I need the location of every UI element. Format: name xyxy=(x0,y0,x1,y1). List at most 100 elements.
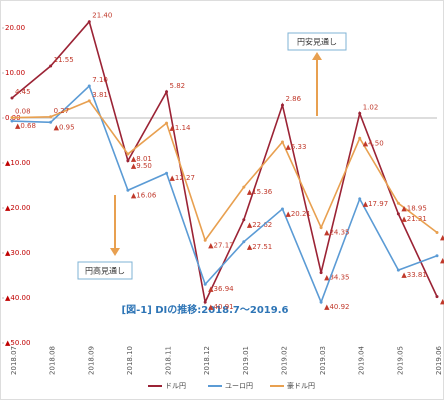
value-label: ▲18.95 xyxy=(401,204,426,212)
point xyxy=(358,136,362,140)
x-tick-label: 2018.08 xyxy=(49,346,57,375)
point xyxy=(319,300,323,304)
x-tick-label: 2018.12 xyxy=(203,346,211,375)
value-label: ▲17.97 xyxy=(363,200,388,208)
point xyxy=(165,90,169,94)
point xyxy=(319,226,323,230)
line xyxy=(11,20,438,305)
value-label: 5.82 xyxy=(170,82,186,90)
value-label: ▲33.81 xyxy=(401,271,426,279)
value-label: ▲27.17 xyxy=(208,241,233,249)
point xyxy=(280,140,284,144)
value-label: ▲20.21 xyxy=(285,210,310,218)
point xyxy=(435,295,439,299)
value-label: ▲34.35 xyxy=(324,274,349,282)
arrow-head xyxy=(312,52,322,60)
legend-label: 豪ドル円 xyxy=(287,381,315,390)
point xyxy=(358,197,362,201)
value-label: ▲0.68 xyxy=(15,122,36,130)
annotation: 円高見通し xyxy=(85,266,125,276)
point xyxy=(126,188,130,192)
point xyxy=(87,99,91,103)
point xyxy=(242,218,246,222)
point xyxy=(87,84,91,88)
x-tick-label: 2019.06 xyxy=(435,345,443,374)
y-tick-label: ▲50.00 xyxy=(5,339,30,347)
point xyxy=(49,115,53,119)
x-tick-label: 2019.05 xyxy=(396,346,404,375)
arrow-head xyxy=(110,248,120,256)
point xyxy=(126,152,130,156)
value-label: ▲27.51 xyxy=(247,243,272,251)
value-label: ▲24.35 xyxy=(324,229,349,237)
value-label: ▲5.33 xyxy=(285,143,306,151)
value-label: ▲36.94 xyxy=(208,285,234,293)
value-label: ▲1.14 xyxy=(170,124,192,132)
x-tick-label: 2019.03 xyxy=(319,346,327,375)
value-label: ▲21.31 xyxy=(401,215,426,223)
point xyxy=(319,271,323,275)
value-label: ▲22.62 xyxy=(247,221,272,229)
y-tick-label: 10.00 xyxy=(5,69,25,77)
x-tick-label: 2019.01 xyxy=(242,346,250,375)
point xyxy=(435,231,439,235)
y-tick-label: ▲30.00 xyxy=(5,249,30,257)
point xyxy=(126,159,130,163)
annotation-box xyxy=(287,32,347,51)
x-tick-label: 2019.04 xyxy=(358,345,366,374)
point xyxy=(165,171,169,175)
line xyxy=(11,84,438,305)
point xyxy=(280,103,284,107)
x-tick-label: 2018.09 xyxy=(87,346,95,375)
y-tick-label: ▲10.00 xyxy=(5,159,30,167)
y-tick-label: ▲20.00 xyxy=(5,204,30,212)
point xyxy=(242,240,246,244)
point xyxy=(242,185,246,189)
x-tick-label: 2018.07 xyxy=(10,346,18,375)
value-label: 0.08 xyxy=(15,108,31,116)
x-tick-label: 2018.11 xyxy=(165,346,173,375)
legend-label: ドル円 xyxy=(165,382,186,390)
value-label: ▲0.95 xyxy=(54,123,75,131)
annotation-box xyxy=(77,261,133,280)
value-label: ▲9.50 xyxy=(131,162,152,170)
point xyxy=(396,268,400,272)
value-label: ▲8.01 xyxy=(131,155,152,163)
annotation: 円安見通し xyxy=(297,37,337,47)
point xyxy=(203,238,207,242)
value-label: 11.55 xyxy=(54,56,74,64)
value-label: ▲40.91 xyxy=(208,303,233,311)
y-tick-label: ▲40.00 xyxy=(5,294,30,302)
point xyxy=(396,212,400,216)
value-label: 3.81 xyxy=(92,91,108,99)
point xyxy=(10,116,14,120)
value-label: ▲12.27 xyxy=(170,174,195,182)
line xyxy=(11,99,438,242)
point xyxy=(280,207,284,211)
y-tick-label: 20.00 xyxy=(5,24,25,32)
legend-label: ユーロ円 xyxy=(225,382,253,390)
point xyxy=(10,119,14,123)
point xyxy=(10,96,14,100)
point xyxy=(358,111,362,115)
point xyxy=(203,282,207,286)
point xyxy=(396,201,400,205)
x-tick-label: 2018.10 xyxy=(126,346,134,375)
point xyxy=(87,20,91,24)
value-label: ▲15.36 xyxy=(247,188,273,196)
value-label: 21.40 xyxy=(92,12,112,20)
point xyxy=(165,121,169,125)
value-label: 2.86 xyxy=(285,95,301,103)
value-label: ▲40.92 xyxy=(324,303,349,311)
value-label: ▲25.45 xyxy=(440,234,444,242)
point xyxy=(49,120,53,124)
value-label: ▲4.50 xyxy=(363,139,384,147)
value-label: ▲16.06 xyxy=(131,191,157,199)
value-label: ▲39.70 xyxy=(440,298,444,306)
point xyxy=(435,254,439,258)
point xyxy=(203,300,207,304)
value-label: 4.45 xyxy=(15,88,31,96)
value-label: ▲30.61 xyxy=(440,257,444,265)
